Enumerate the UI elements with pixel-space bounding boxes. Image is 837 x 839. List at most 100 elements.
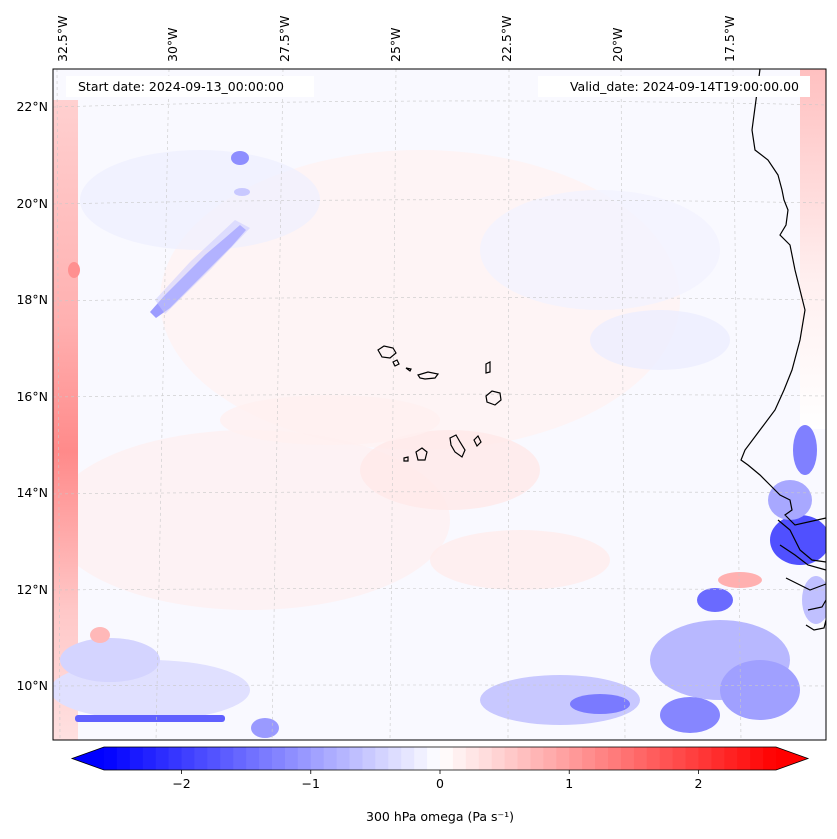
colorbar-segment (556, 747, 570, 770)
colorbar-segment (388, 747, 402, 770)
island-maio (473, 434, 482, 448)
colorbar-segment (129, 747, 144, 770)
colorbar-segment (543, 747, 557, 770)
colorbar-segment (750, 747, 764, 770)
colorbar-segment (401, 747, 415, 770)
colorbar-segment (349, 747, 364, 770)
colorbar-segment (478, 747, 493, 770)
colorbar-segment (259, 747, 273, 770)
colorbar-segments (70, 746, 810, 771)
colorbar: −2 −1 0 1 2 300 hPa omega (Pa s⁻¹) (70, 746, 810, 824)
omega-patch (234, 188, 250, 196)
colorbar-segment (491, 747, 506, 770)
colorbar-segment (142, 747, 157, 770)
colorbar-extend-max (776, 747, 808, 770)
omega-patch (770, 515, 826, 565)
coastline (740, 68, 827, 631)
colorbar-segment (620, 747, 635, 770)
omega-blue-bar (75, 715, 225, 722)
island-santa-luzia (405, 367, 412, 372)
omega-patch (480, 190, 720, 310)
start-date-label: Start date: 2024-09-13_00:00:00 (78, 79, 284, 94)
map-frame (52, 68, 827, 741)
omega-patch (68, 262, 80, 278)
lon-label: 32.5°W (55, 16, 70, 62)
colorbar-segment (297, 747, 312, 770)
cape-verde-islands (377, 345, 502, 462)
colorbar-tick-label: 0 (436, 776, 444, 791)
latitude-labels: 22°N 20°N 18°N 16°N 14°N 12°N 10°N (16, 99, 48, 693)
lon-label: 27.5°W (277, 16, 292, 62)
colorbar-segment (440, 747, 454, 770)
colorbar-segment (763, 747, 777, 770)
colorbar-segment (336, 747, 351, 770)
omega-right-edge-band (800, 69, 826, 429)
omega-field (53, 69, 826, 740)
colorbar-segment (194, 747, 208, 770)
colorbar-segment (272, 747, 286, 770)
colorbar-segment (517, 747, 532, 770)
colorbar-label: 300 hPa omega (Pa s⁻¹) (366, 809, 514, 824)
omega-patch (793, 425, 817, 475)
africa-coastline (740, 68, 827, 526)
island-boa-vista (485, 390, 502, 406)
omega-patch (80, 150, 320, 250)
colorbar-segment (685, 747, 700, 770)
colorbar-segment (284, 747, 299, 770)
colorbar-segment (116, 747, 131, 770)
island-sao-nicolau (417, 371, 440, 380)
lat-label: 18°N (16, 292, 48, 307)
colorbar-segment (246, 747, 260, 770)
lon-label: 20°W (610, 27, 625, 62)
omega-patch (590, 310, 730, 370)
lon-label: 25°W (388, 27, 403, 62)
graticule (53, 69, 826, 740)
colorbar-segment (155, 747, 170, 770)
colorbar-segment (737, 747, 751, 770)
colorbar-tick-label: −1 (302, 776, 320, 791)
lat-label: 10°N (16, 678, 48, 693)
colorbar-tick-label: −2 (172, 776, 190, 791)
island-brava (403, 456, 409, 462)
colorbar-segment (168, 747, 183, 770)
island-sal (485, 361, 491, 374)
omega-left-edge-band (53, 100, 78, 740)
omega-blue-streak (155, 220, 250, 314)
colorbar-tick-label: 1 (565, 776, 573, 791)
colorbar-segment (659, 747, 674, 770)
lon-label: 22.5°W (499, 16, 514, 62)
island-santo-antao (377, 345, 397, 359)
colorbar-segment (530, 747, 544, 770)
omega-patch (60, 638, 160, 682)
colorbar-segment (104, 747, 118, 770)
colorbar-segment (233, 747, 247, 770)
colorbar-segment (310, 747, 325, 770)
colorbar-tick-label: 2 (694, 776, 702, 791)
colorbar-segment (646, 747, 661, 770)
colorbar-segment (504, 747, 519, 770)
colorbar-segment (220, 747, 234, 770)
colorbar-segment (465, 747, 480, 770)
omega-patch (251, 718, 279, 738)
colorbar-segment (608, 747, 622, 770)
omega-patch (570, 694, 630, 714)
omega-patch (360, 430, 540, 510)
colorbar-segment (427, 747, 441, 770)
start-date-box (66, 76, 314, 97)
colorbar-segment (711, 747, 725, 770)
omega-patch (660, 697, 720, 733)
colorbar-segment (452, 747, 467, 770)
lat-label: 16°N (16, 389, 48, 404)
lat-label: 14°N (16, 485, 48, 500)
lon-label: 17.5°W (722, 16, 737, 62)
omega-patch (90, 627, 110, 643)
omega-patch (231, 151, 249, 165)
colorbar-segment (207, 747, 221, 770)
omega-patch (697, 588, 733, 612)
omega-patch (802, 576, 826, 624)
omega-patch (53, 430, 450, 610)
omega-patch (718, 572, 762, 588)
colorbar-segment (633, 747, 648, 770)
colorbar-segment (595, 747, 609, 770)
